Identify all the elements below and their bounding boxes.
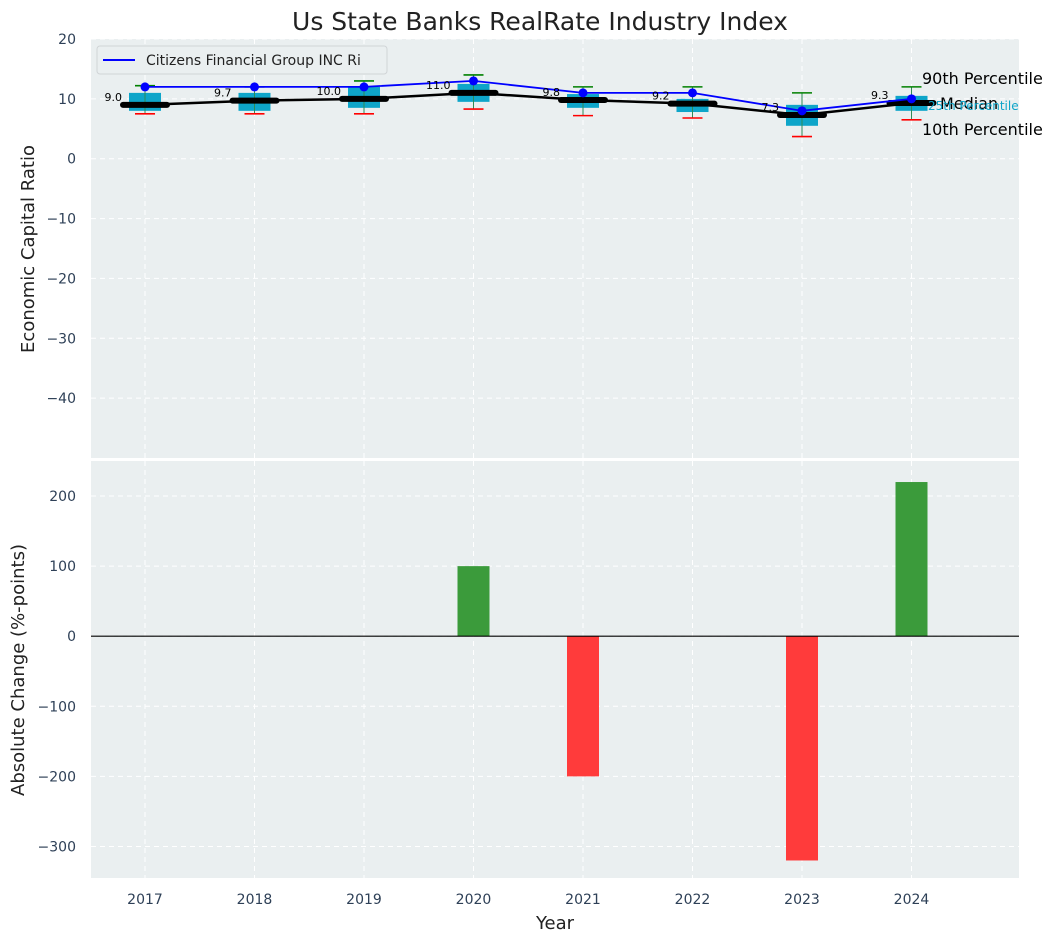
top-y-axis-label: Economic Capital Ratio [18,145,39,353]
x-tick-label: 2023 [784,892,820,908]
company-line [145,79,912,112]
x-axis-label: Year [535,913,575,934]
x-tick-label: 2017 [127,892,163,908]
company-point [469,76,478,86]
top-y-tick-label: 20 [58,32,76,48]
q25-label: 25th Percentile [928,99,1019,113]
top-y-tick-label: −10 [46,212,76,228]
median-value-label: 10.0 [317,85,342,98]
company-point [578,88,588,98]
bottom-y-tick-label: 0 [67,629,76,645]
median-value-label: 9.7 [214,87,232,100]
median-value-label: 9.8 [543,86,561,99]
median-value-label: 7.3 [762,101,780,114]
bottom-y-tick-label: −100 [38,699,76,715]
top-y-tick-label: 10 [58,92,76,108]
x-tick-label: 2024 [894,892,930,908]
top-y-tick-label: −30 [46,331,76,347]
company-point [907,94,916,104]
change-bars [457,482,928,861]
bottom-y-tick-label: 200 [49,489,76,505]
x-tick-label: 2019 [346,892,382,908]
top-y-tick-label: 0 [67,152,76,168]
median-value-label: 9.2 [652,90,670,103]
legend-series-name: Citizens Financial Group INC Ri [146,53,361,69]
bottom-y-ticks: 200 100 0 −100 −200 −300 [38,489,76,855]
median-labels: 9.0 9.7 10.0 11.0 9.8 9.2 7.3 9.3 [105,79,889,114]
p10-label: 10th Percentile [922,120,1043,139]
top-y-tick-label: −20 [46,271,76,287]
bottom-plot-area [91,461,1019,878]
top-y-tick-label: −40 [46,391,76,407]
x-tick-label: 2020 [456,892,492,908]
top-y-ticks: 20 10 0 −10 −20 −30 −40 [46,32,76,407]
x-tick-label: 2022 [675,892,711,908]
company-point [797,106,807,116]
change-bar [457,566,490,637]
bottom-y-tick-label: 100 [49,559,76,575]
x-tick-label: 2018 [237,892,273,908]
change-bar [567,636,599,777]
median-value-label: 11.0 [426,79,451,92]
percentile-labels: 90th Percentile Median 25th Percentile 1… [922,69,1043,139]
series-lines [140,76,916,117]
median-line [144,91,912,117]
bottom-y-tick-label: −300 [38,839,76,855]
median-label: Median [940,94,998,113]
median-value-label: 9.3 [871,89,889,102]
chart-title: Us State Banks RealRate Industry Index [292,7,788,36]
bottom-y-tick-label: −200 [38,769,76,785]
company-point [250,82,259,92]
p90-label: 90th Percentile [922,69,1043,88]
x-ticks: 2017 2018 2019 2020 2021 2022 2023 2024 [127,892,929,908]
company-point [140,82,150,92]
change-bar [786,636,818,861]
legend-box [96,45,388,75]
median-value-label: 9.0 [105,91,123,104]
company-point [688,88,697,98]
company-point [359,82,369,92]
legend: Citizens Financial Group INC Ri [96,45,388,75]
x-tick-label: 2021 [565,892,601,908]
change-bar [895,482,928,637]
bottom-y-axis-label: Absolute Change (%-points) [8,544,29,796]
